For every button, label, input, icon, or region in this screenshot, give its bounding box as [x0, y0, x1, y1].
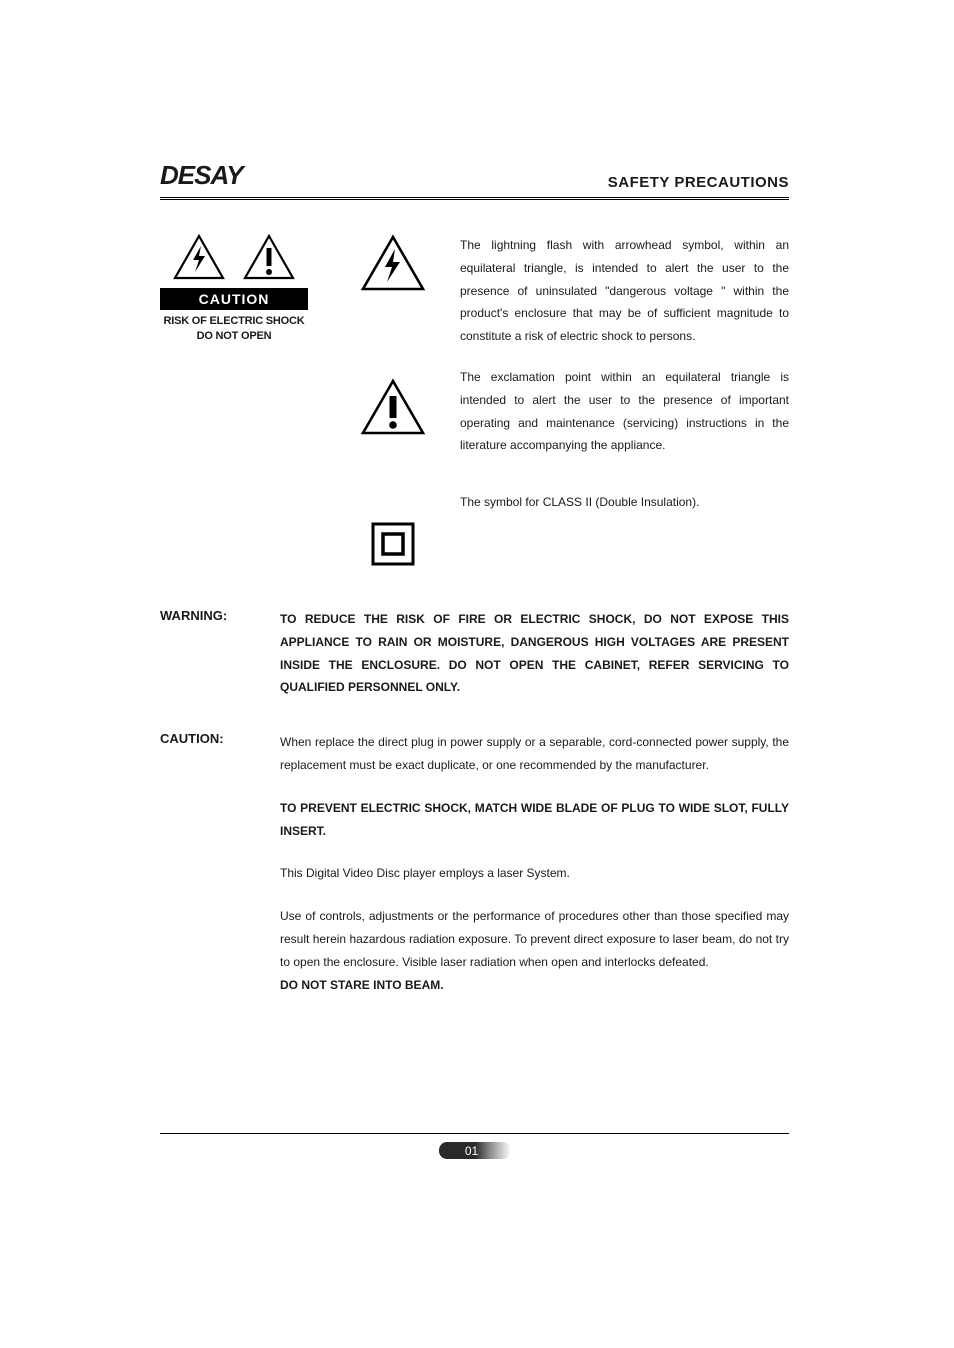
- caution-sub: RISK OF ELECTRIC SHOCK DO NOT OPEN: [160, 314, 308, 344]
- caution-p5: DO NOT STARE INTO BEAM.: [280, 978, 444, 992]
- page-title: SAFETY PRECAUTIONS: [608, 174, 789, 191]
- symbol-descriptions: The lightning flash with arrowhead symbo…: [460, 234, 789, 514]
- brand-logo: DESAY: [160, 160, 243, 191]
- lightning-triangle-large-icon: [360, 234, 426, 292]
- caution-bar: CAUTION: [160, 288, 308, 310]
- warning-row: WARNING: TO REDUCE THE RISK OF FIRE OR E…: [160, 608, 789, 699]
- warning-body: TO REDUCE THE RISK OF FIRE OR ELECTRIC S…: [280, 608, 789, 699]
- caution-p4: Use of controls, adjustments or the perf…: [280, 905, 789, 996]
- caution-line1: RISK OF ELECTRIC SHOCK: [163, 315, 304, 327]
- class2-description: The symbol for CLASS II (Double Insulati…: [460, 491, 789, 514]
- lightning-description: The lightning flash with arrowhead symbo…: [460, 234, 789, 348]
- warning-label: WARNING:: [160, 608, 280, 623]
- footer: 01: [160, 1133, 789, 1159]
- page-number: 01: [465, 1144, 478, 1158]
- class2-double-insulation-icon: [371, 522, 415, 566]
- caution-row: CAUTION: When replace the direct plug in…: [160, 731, 789, 996]
- caution-line2: DO NOT OPEN: [197, 330, 272, 342]
- footer-rule: [160, 1133, 789, 1134]
- symbols-section: CAUTION RISK OF ELECTRIC SHOCK DO NOT OP…: [160, 234, 789, 566]
- exclamation-triangle-icon: [243, 234, 295, 280]
- lightning-triangle-icon: [173, 234, 225, 280]
- caution-p1: When replace the direct plug in power su…: [280, 731, 789, 777]
- exclamation-triangle-large-icon: [360, 378, 426, 436]
- symbol-icons-col: [348, 234, 438, 566]
- page-number-badge: 01: [439, 1142, 511, 1159]
- caution-p2: TO PREVENT ELECTRIC SHOCK, MATCH WIDE BL…: [280, 797, 789, 843]
- warnings-block: WARNING: TO REDUCE THE RISK OF FIRE OR E…: [160, 608, 789, 996]
- caution-label-block: CAUTION RISK OF ELECTRIC SHOCK DO NOT OP…: [160, 234, 308, 344]
- caution-p3: This Digital Video Disc player employs a…: [280, 862, 789, 885]
- exclamation-description: The exclamation point within an equilate…: [460, 366, 789, 457]
- header: DESAY SAFETY PRECAUTIONS: [160, 160, 789, 200]
- caution-label: CAUTION:: [160, 731, 280, 746]
- caution-p4-text: Use of controls, adjustments or the perf…: [280, 909, 789, 969]
